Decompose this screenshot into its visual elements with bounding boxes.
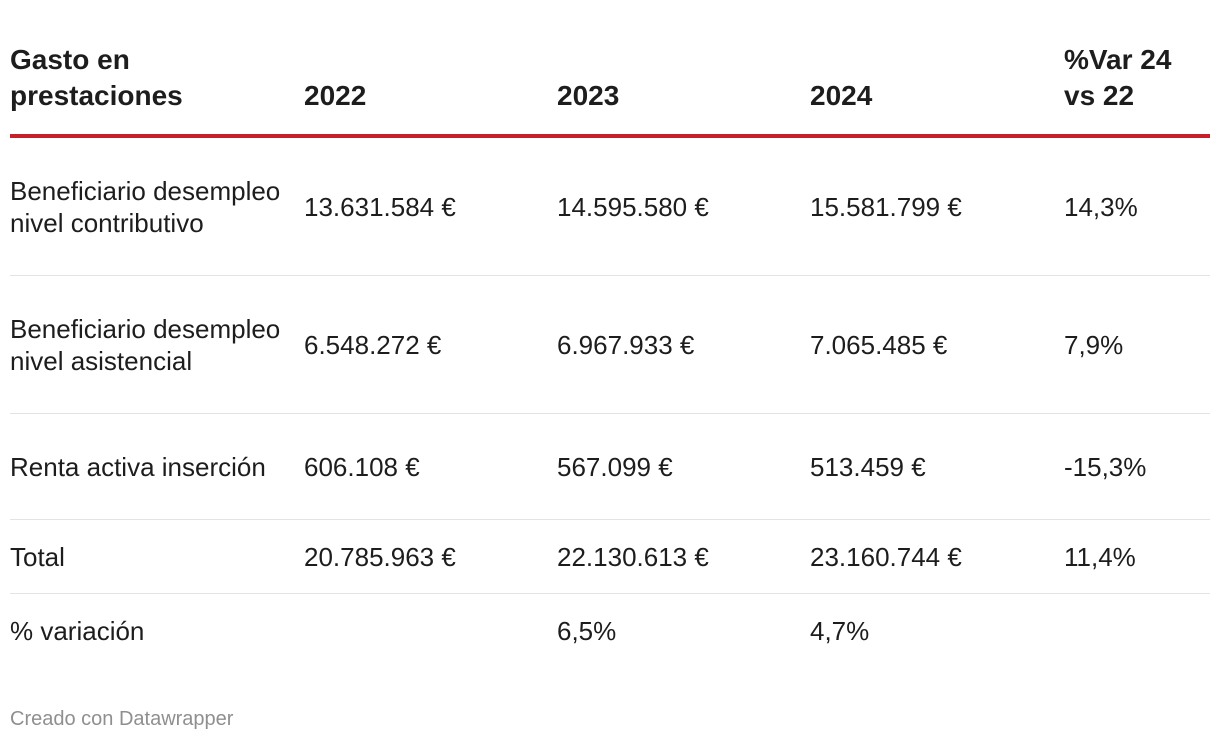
cell-2022: 20.785.963 €	[304, 541, 456, 572]
cell-2023: 22.130.613 €	[557, 541, 709, 572]
row-label: Beneficiario desempleo nivel contributiv…	[10, 175, 281, 238]
table-row: Beneficiario desempleo nivel asistencial…	[10, 276, 1210, 414]
table-row-total: Total 20.785.963 € 22.130.613 € 23.160.7…	[10, 520, 1210, 594]
cell-2024: 513.459 €	[810, 451, 926, 482]
cell-var: 14,3%	[1064, 191, 1138, 222]
cell-2023: 6.967.933 €	[557, 329, 695, 360]
row-label: Total	[10, 541, 65, 572]
data-table: Gasto en prestaciones 2022 2023 2024 %Va…	[10, 44, 1210, 668]
cell-2023: 6,5%	[557, 616, 617, 646]
cell-2024: 15.581.799 €	[810, 191, 962, 222]
cell-2022: 6.548.272 €	[304, 329, 442, 360]
cell-2022: 13.631.584 €	[304, 191, 456, 222]
row-label: Renta activa inserción	[10, 451, 266, 482]
table-row-variation: % variación 6,5% 4,7%	[10, 594, 1210, 668]
cell-2024: 23.160.744 €	[810, 541, 962, 572]
column-header-2022: 2022	[304, 80, 367, 111]
cell-2023: 14.595.580 €	[557, 191, 709, 222]
row-label: % variación	[10, 616, 145, 646]
row-label: Beneficiario desempleo nivel asistencial	[10, 313, 281, 376]
cell-var: -15,3%	[1064, 451, 1147, 482]
footer-credit: Creado con Datawrapper	[10, 708, 234, 730]
cell-2023: 567.099 €	[557, 451, 673, 482]
table-row: Renta activa inserción 606.108 € 567.099…	[10, 414, 1210, 520]
cell-2024: 4,7%	[810, 616, 870, 646]
cell-var: 11,4%	[1064, 541, 1136, 572]
table-header-row: Gasto en prestaciones 2022 2023 2024 %Va…	[10, 44, 1210, 138]
column-header-var: %Var 24 vs 22	[1064, 44, 1172, 111]
cell-2024: 7.065.485 €	[810, 329, 948, 360]
column-header-gasto: Gasto en prestaciones	[10, 44, 183, 111]
column-header-2024: 2024	[810, 80, 873, 111]
cell-2022: 606.108 €	[304, 451, 420, 482]
cell-var: 7,9%	[1064, 329, 1124, 360]
table-row: Beneficiario desempleo nivel contributiv…	[10, 138, 1210, 276]
column-header-2023: 2023	[557, 80, 620, 111]
